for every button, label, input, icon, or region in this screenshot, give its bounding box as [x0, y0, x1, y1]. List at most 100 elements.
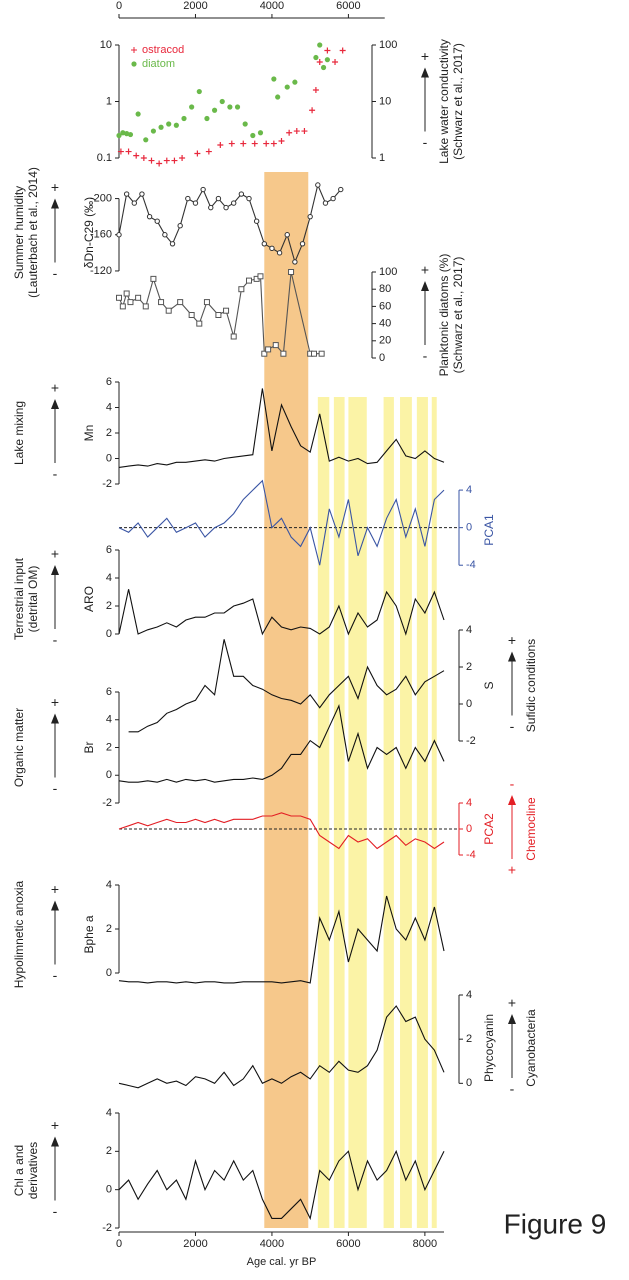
ostracod-point — [324, 47, 331, 54]
point — [246, 277, 252, 284]
point — [338, 186, 344, 193]
arrow-top-label: + — [421, 48, 429, 64]
diatom-point — [313, 54, 319, 61]
ostracod-point — [125, 148, 132, 155]
point — [322, 200, 329, 206]
diatom-point — [227, 104, 233, 110]
diatom-point — [234, 104, 241, 110]
arrow-bottom-label: - — [423, 348, 428, 364]
point — [265, 346, 272, 353]
x-tick-label: 2000 — [183, 1238, 207, 1250]
side-label: derivatives — [26, 1142, 40, 1199]
arrow-top-label: + — [51, 881, 59, 897]
diatom-point — [127, 131, 134, 138]
arrow-head — [508, 1014, 516, 1024]
y-tick-label: 100 — [379, 39, 397, 51]
point — [223, 204, 229, 211]
point — [135, 294, 142, 301]
diatom-point — [324, 57, 330, 63]
point — [123, 290, 130, 297]
ostracod-point — [194, 150, 201, 157]
ostracod-point — [316, 59, 323, 66]
y-tick-label: 0 — [466, 823, 472, 835]
y-tick-label: -2 — [102, 797, 112, 809]
y-tick-label: 0 — [106, 967, 112, 979]
y-axis-label: S — [482, 681, 496, 689]
y-tick-label: -120 — [90, 265, 112, 277]
point — [200, 186, 206, 193]
arrow-head — [51, 713, 59, 724]
arrow-top-label: - — [510, 776, 515, 792]
diatom-point — [275, 94, 281, 100]
point — [223, 307, 230, 314]
point — [284, 232, 290, 238]
y-axis-label: Bphe a — [82, 915, 96, 953]
arrow-top-label: + — [508, 995, 516, 1011]
ostracod-point — [179, 155, 186, 161]
point — [119, 303, 126, 310]
y-axis-label: PCA2 — [482, 813, 496, 845]
y-tick-label: 2 — [106, 741, 112, 753]
point — [196, 320, 203, 327]
diatom-point — [196, 88, 202, 95]
x-tick-label: 4000 — [260, 0, 284, 12]
diatom-point — [271, 76, 277, 82]
series-line — [118, 1005, 445, 1089]
ostracod-point — [133, 152, 140, 159]
arrow-top-label: + — [51, 1117, 59, 1133]
ostracod-point — [171, 157, 178, 164]
x-tick-label: 6000 — [336, 0, 360, 12]
point — [261, 241, 267, 247]
series-line — [118, 1149, 445, 1221]
arrow-top-label: + — [51, 179, 59, 195]
point — [318, 350, 325, 357]
y-tick-label: 60 — [379, 300, 391, 312]
side-label: Lake mixing — [12, 401, 26, 465]
diatom-point — [189, 104, 195, 110]
point — [231, 200, 237, 206]
highlight-band — [383, 397, 394, 1228]
series-line — [118, 388, 445, 468]
ostracod-point — [332, 59, 339, 66]
highlight-band — [400, 397, 412, 1228]
side-label: (detrital OM) — [26, 566, 40, 633]
y-tick-label: 10 — [379, 95, 391, 107]
side-label: Summer humidity — [12, 186, 26, 279]
diatom-point — [143, 137, 149, 143]
ostracod-point — [148, 157, 155, 164]
point — [146, 213, 153, 220]
y-tick-label: 4 — [466, 484, 472, 496]
point — [123, 191, 130, 197]
x-tick-label: 8000 — [413, 1238, 437, 1250]
point — [165, 307, 172, 314]
diatom-point — [135, 111, 141, 117]
y-tick-label: 4 — [106, 401, 112, 413]
ostracod-point — [163, 157, 170, 164]
diatom-point — [173, 122, 179, 128]
arrow-bottom-label: - — [53, 265, 58, 281]
arrow-head — [508, 651, 516, 662]
point — [299, 241, 306, 247]
side-label: (Schwarz et al., 2017) — [451, 43, 465, 160]
x-tick-label: 6000 — [336, 1238, 360, 1250]
arrow-top-label: + — [508, 632, 516, 648]
point — [215, 312, 222, 318]
x-tick-label: 4000 — [260, 1238, 284, 1250]
diatom-point — [292, 79, 298, 85]
diatom-point — [284, 84, 290, 90]
point — [139, 191, 145, 197]
series-line — [118, 479, 445, 566]
side-label: Organic matter — [12, 708, 26, 787]
y-tick-label: 0.1 — [97, 152, 112, 164]
ostracod-point — [301, 128, 308, 135]
y-tick-label: 4 — [106, 1107, 112, 1119]
ostracod-point — [205, 148, 212, 155]
y-axis-label: Mn — [82, 425, 96, 442]
arrow-head — [421, 281, 429, 291]
x-axis-label: Age cal. yr BP — [247, 1256, 317, 1268]
ostracod-point — [278, 137, 285, 144]
y-tick-label: 0 — [106, 628, 112, 640]
side-label: Terrestrial input — [12, 557, 26, 640]
diatom-point — [181, 115, 187, 122]
ostracod-point — [217, 141, 224, 148]
